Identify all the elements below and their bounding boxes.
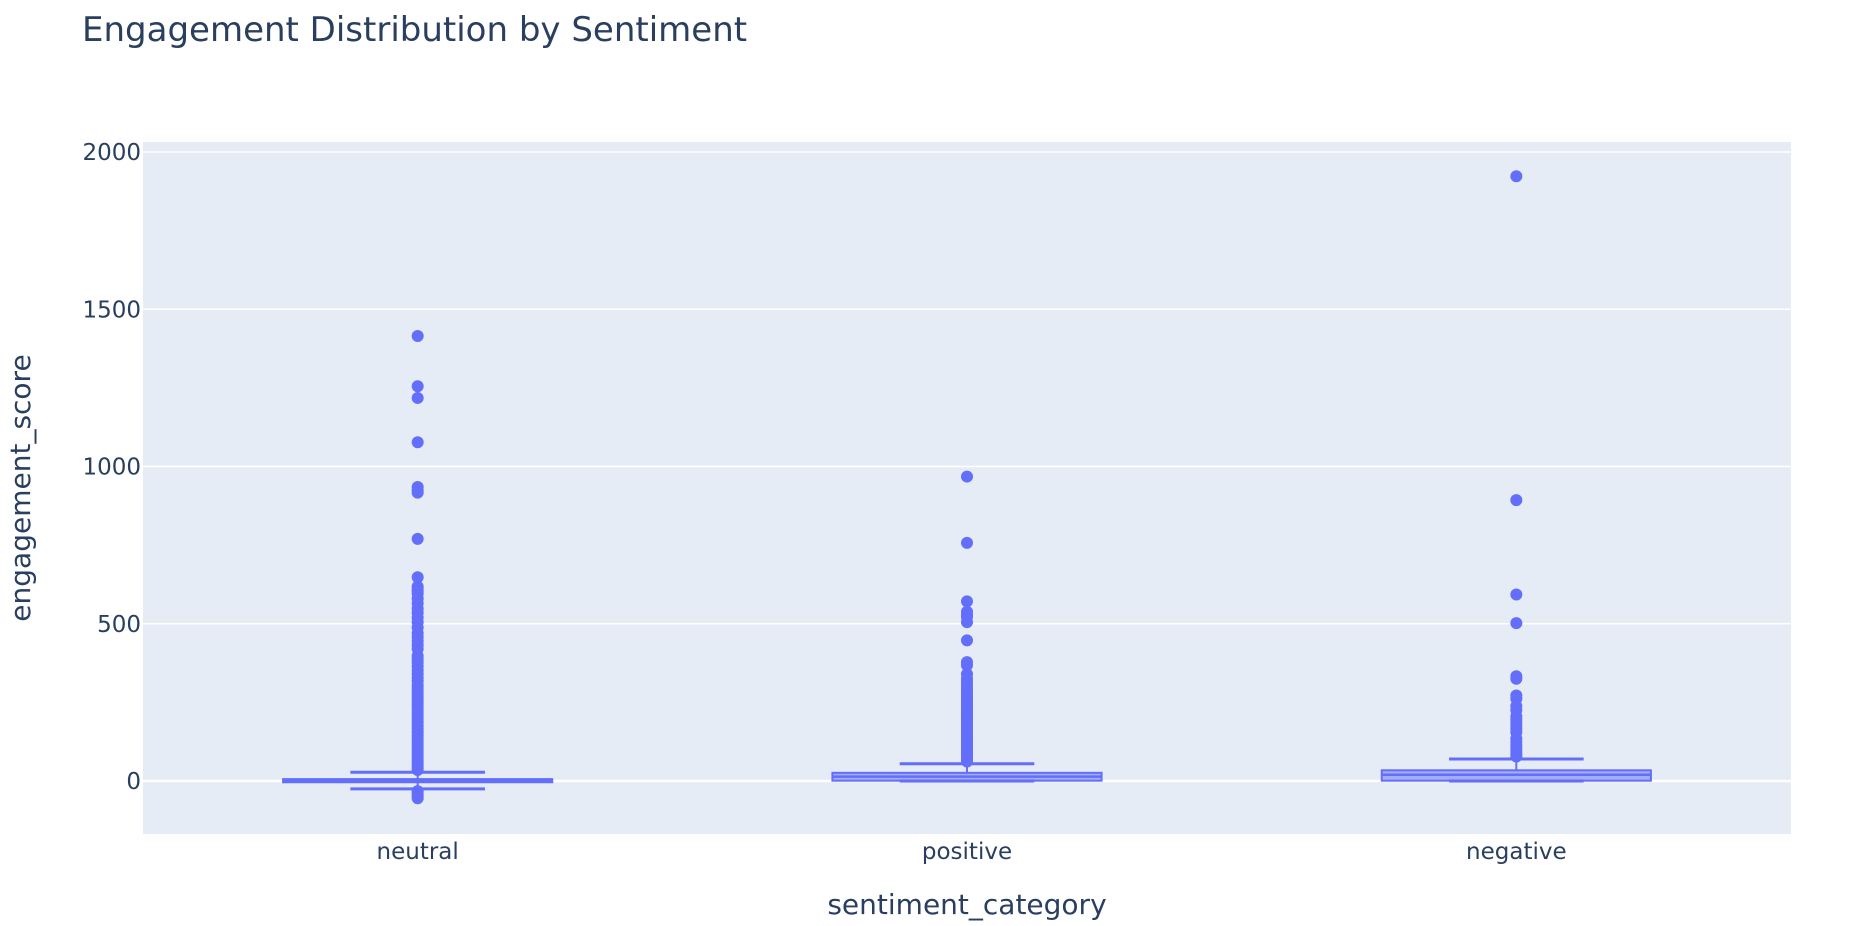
y-tick-label: 500 (97, 612, 141, 638)
outlier-point (411, 436, 424, 449)
outlier-point (411, 532, 424, 545)
outlier-point (1510, 617, 1523, 630)
y-tick-label: 0 (126, 769, 141, 795)
outlier-point (1510, 170, 1523, 183)
outlier-point (961, 755, 973, 768)
outlier-point (1510, 672, 1523, 685)
y-tick-label: 1500 (82, 297, 141, 323)
outlier-point (961, 659, 973, 672)
outlier-point (411, 486, 424, 499)
outlier-point (961, 634, 973, 647)
x-tick-label: negative (1466, 839, 1567, 865)
y-axis-title: engagement_score (4, 354, 37, 621)
y-tick-label: 1000 (82, 455, 141, 481)
y-tick-label: 2000 (82, 140, 141, 166)
outlier-point (411, 380, 424, 393)
x-axis-title: sentiment_category (827, 888, 1106, 921)
outlier-point (411, 329, 424, 342)
box-negative (1380, 170, 1652, 783)
outlier-point (1510, 494, 1523, 507)
outlier-point (1510, 750, 1523, 763)
outlier-point (411, 792, 424, 805)
x-axis-ticks: neutral positive negative (377, 839, 1567, 865)
box-neutral (282, 329, 554, 805)
boxes (282, 170, 1652, 805)
x-tick-label: neutral (377, 839, 459, 865)
outlier-point (961, 536, 973, 549)
outlier-point (961, 470, 973, 483)
x-tick-label: positive (922, 839, 1012, 865)
chart-title: Engagement Distribution by Sentiment (82, 10, 747, 50)
box-positive (831, 470, 1103, 783)
outlier-point (961, 616, 973, 629)
outlier-point (411, 763, 424, 776)
outlier-point (961, 595, 973, 608)
y-axis-ticks: 0 500 1000 1500 2000 (82, 140, 141, 795)
outlier-point (411, 391, 424, 404)
outlier-point (1510, 588, 1523, 601)
outlier-point (411, 571, 424, 584)
